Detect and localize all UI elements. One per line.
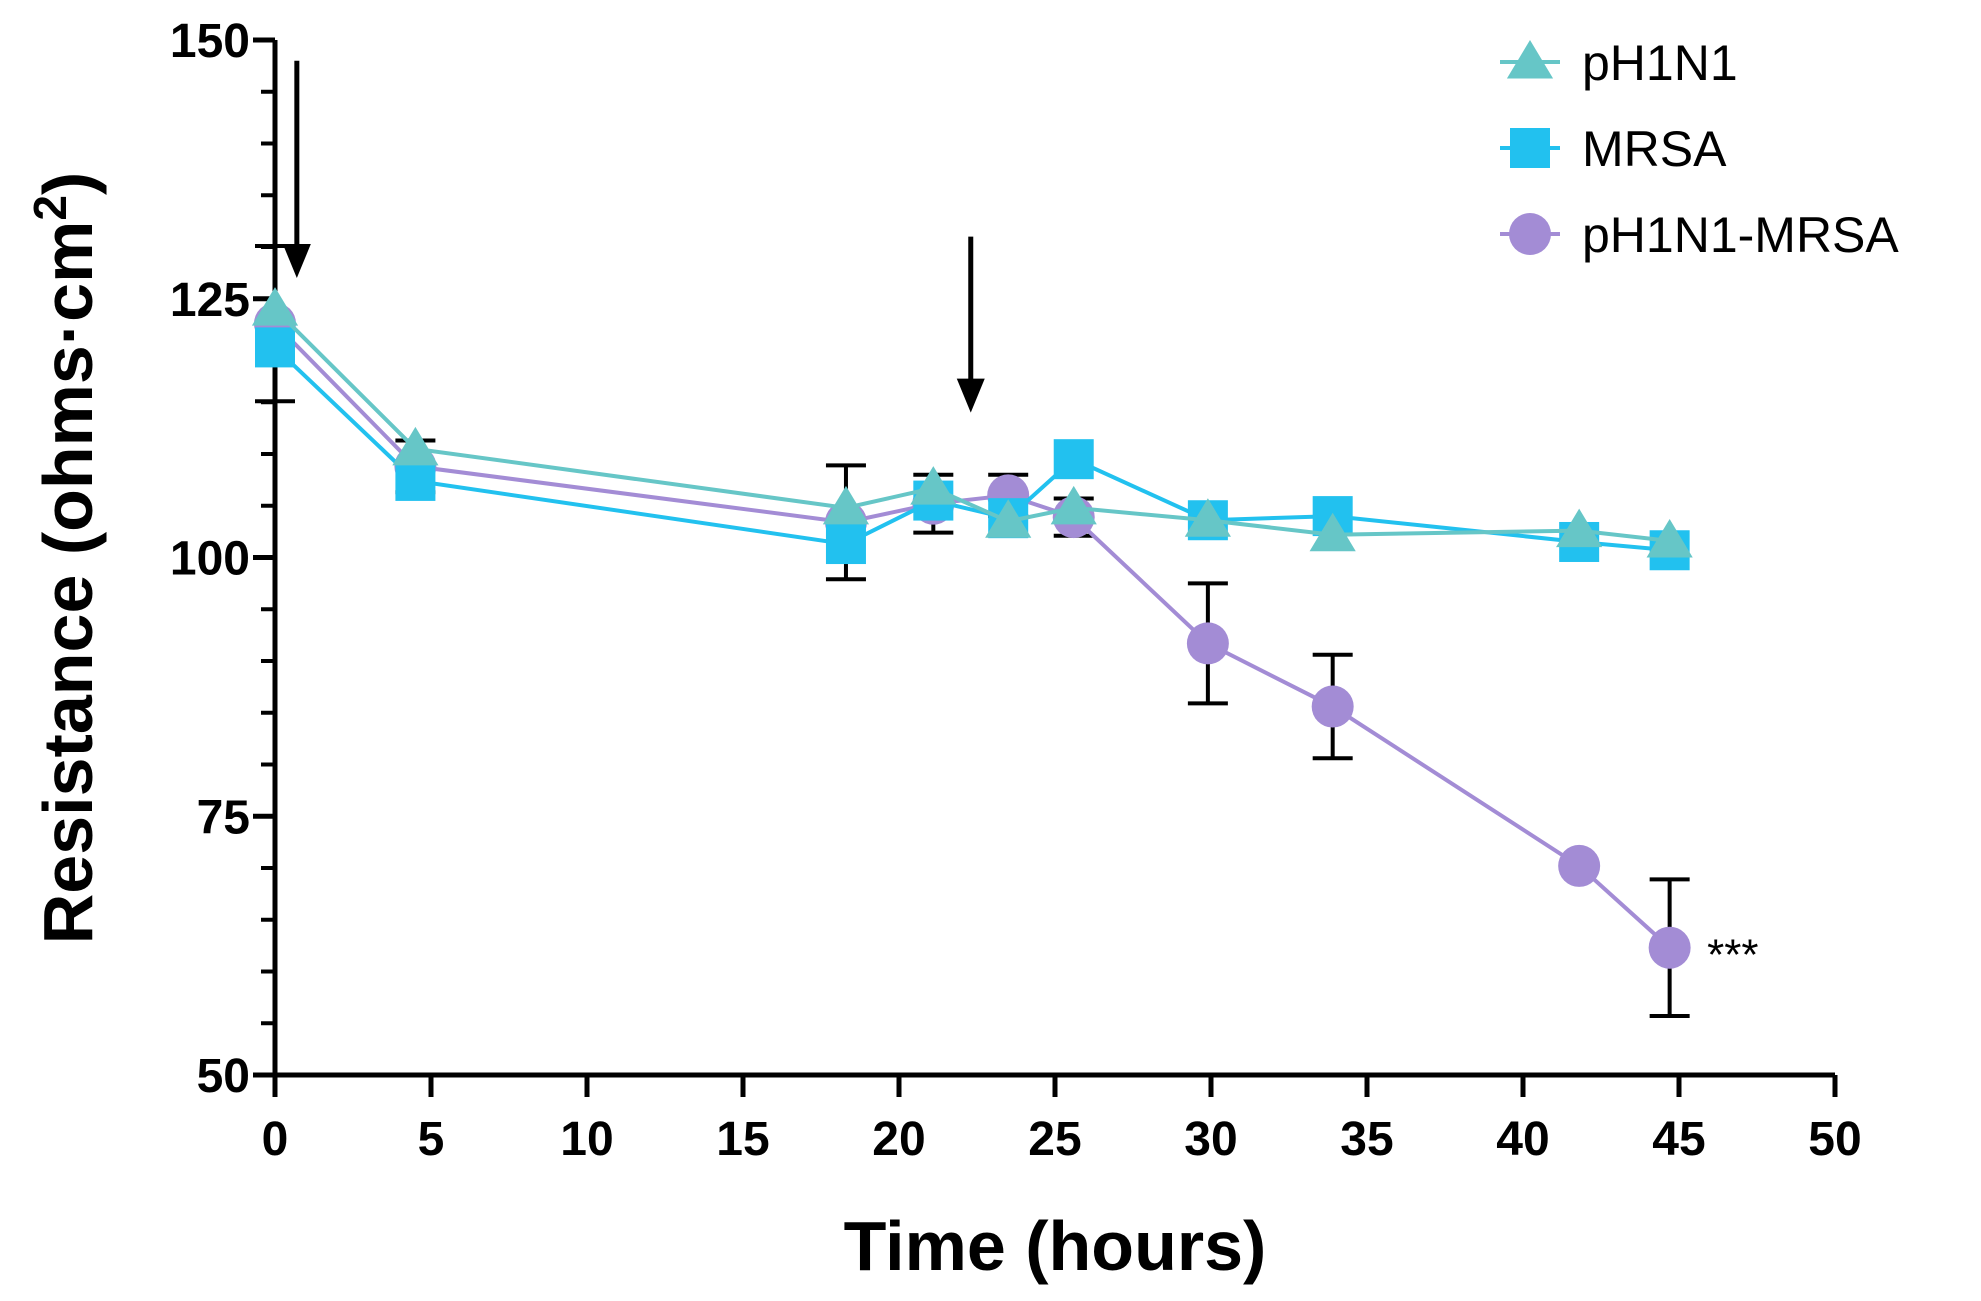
data-point-ph1n1 [251,287,299,326]
y-tick-label: 150 [170,15,250,68]
arrow-head [956,378,985,413]
series-line-mrsa [273,345,1670,553]
y-tick-label: 50 [197,1050,250,1103]
x-tick-label: 50 [1808,1113,1861,1166]
x-tick-label: 15 [716,1113,769,1166]
x-tick-label: 35 [1340,1113,1393,1166]
legend-marker-ph1n1-mrsa [1509,213,1551,255]
x-tick-label: 0 [262,1113,289,1166]
legend-label-ph1n1-mrsa: pH1N1-MRSA [1582,207,1899,263]
x-tick-label: 10 [560,1113,613,1166]
x-tick-label: 5 [418,1113,445,1166]
data-point-ph1n1 [1050,485,1097,525]
data-point-ph1n1 [985,499,1032,538]
data-point-ph1n1 [822,485,870,525]
y-axis-title: Resistance (ohms·cm2) [24,172,107,945]
x-tick-label: 30 [1184,1113,1237,1166]
series-line-ph1n1-mrsa [273,322,1671,950]
data-point-ph1n1-mrsa [1311,685,1354,728]
series-line-ph1n1 [273,307,1670,543]
data-point-ph1n1-mrsa [1186,622,1229,665]
data-point-ph1n1 [392,426,439,466]
x-tick-label: 45 [1652,1113,1705,1166]
data-point-ph1n1-mrsa [1558,844,1601,887]
data-point-ph1n1 [1184,498,1231,537]
legend-label-ph1n1: pH1N1 [1582,35,1738,91]
data-point-mrsa [825,524,866,565]
y-tick-label: 125 [170,274,250,327]
series [251,243,1693,1019]
x-tick-label: 20 [872,1113,925,1166]
data-point-ph1n1 [1309,512,1356,552]
x-tick-label: 40 [1496,1113,1549,1166]
data-point-ph1n1 [1646,518,1693,558]
data-point-ph1n1 [910,466,957,505]
arrows [282,60,985,413]
axes [253,37,1838,1097]
y-tick-label: 75 [197,791,250,844]
x-tick-label: 25 [1028,1113,1081,1166]
data-point-ph1n1-mrsa [1648,926,1691,969]
legend-label-mrsa: MRSA [1582,121,1727,177]
arrow-head [282,244,311,279]
legend: pH1N1 MRSA pH1N1-MRSA [1500,35,1899,263]
y-tick-label: 100 [170,533,250,586]
significance-annotation: *** [1707,931,1758,980]
data-point-mrsa [255,327,295,368]
labels: 0 5 10 15 20 25 30 35 40 45 50 50 75 100 125 150 Time (h… [24,15,1862,1285]
legend-marker-ph1n1 [1506,40,1554,79]
data-point-mrsa [1053,439,1094,480]
data-point-mrsa [395,460,436,501]
x-axis-title: Time (hours) [844,1207,1267,1285]
data-point-ph1n1 [1556,508,1603,548]
legend-marker-mrsa [1510,128,1550,168]
